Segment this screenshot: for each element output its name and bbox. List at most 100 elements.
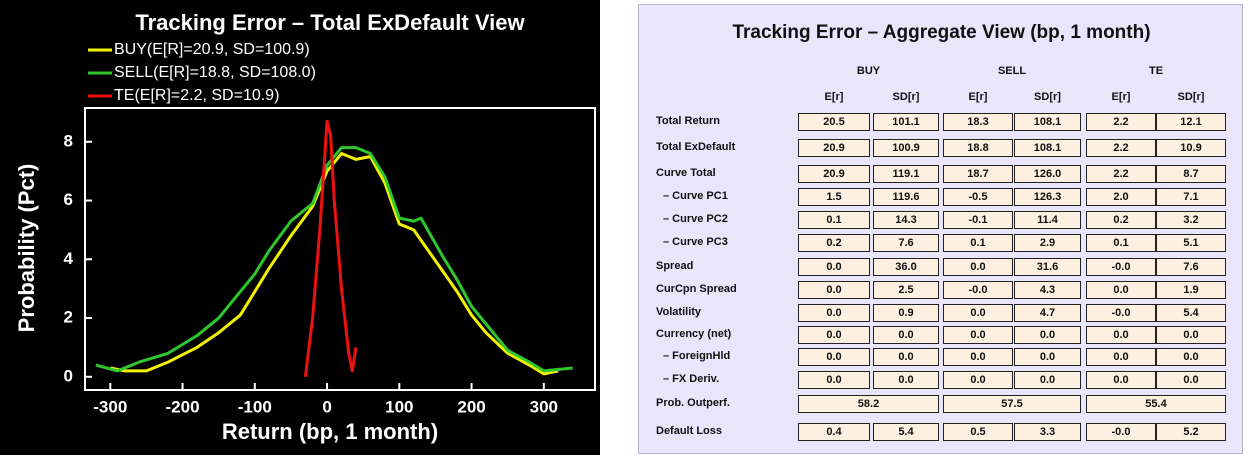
value-cell: 0.0 (798, 304, 870, 322)
value-cell: 7.6 (1156, 258, 1226, 276)
legend-label: BUY(E[R]=20.9, SD=100.9) (114, 41, 310, 58)
value-cell: -0.0 (1086, 258, 1156, 276)
value-cell: 0.0 (1014, 371, 1081, 389)
value-cell: 0.0 (1086, 348, 1156, 366)
column-header: E[r] (968, 91, 988, 103)
x-tick-label: 300 (530, 397, 558, 416)
group-header: TE (1148, 65, 1164, 77)
x-tick-label: 0 (322, 397, 331, 416)
value-cell: 0.0 (798, 348, 870, 366)
value-cell: 0.2 (1086, 211, 1156, 229)
x-tick-label: 100 (385, 397, 413, 416)
row-label: Currency (net) (656, 328, 732, 340)
aggregate-panel: Tracking Error – Aggregate View (bp, 1 m… (638, 4, 1243, 454)
value-cell: -0.0 (1086, 423, 1156, 441)
value-cell: 5.1 (1156, 234, 1226, 252)
value-cell: 2.2 (1086, 113, 1156, 131)
value-cell: 0.0 (873, 371, 939, 389)
row-label: Spread (656, 260, 694, 272)
value-cell: 18.8 (943, 139, 1013, 157)
row-label: – ForeignHld (663, 350, 731, 362)
value-cell: 119.1 (873, 165, 939, 183)
row-label: Curve Total (656, 167, 716, 179)
value-cell: 0.0 (943, 371, 1013, 389)
value-cell: 0.0 (1086, 326, 1156, 344)
value-cell: -0.1 (943, 211, 1013, 229)
group-header: SELL (997, 65, 1027, 77)
series-line (95, 146, 573, 373)
value-cell: 2.5 (873, 281, 939, 299)
chart: Tracking Error – Total ExDefault View Re… (0, 0, 600, 455)
group-header: BUY (856, 65, 881, 77)
column-header: E[r] (1111, 91, 1131, 103)
column-header: SD[r] (892, 91, 920, 103)
chart-background (0, 0, 600, 455)
column-header: SD[r] (1177, 91, 1205, 103)
y-tick-label: 6 (64, 190, 73, 209)
value-cell: 0.0 (1014, 326, 1081, 344)
value-cell: 0.0 (943, 304, 1013, 322)
value-cell: 0.0 (943, 326, 1013, 344)
y-tick-label: 2 (64, 308, 73, 327)
value-cell: 2.9 (1014, 234, 1081, 252)
legend-label: TE(E[R]=2.2, SD=10.9) (114, 87, 279, 104)
value-cell: 3.2 (1156, 211, 1226, 229)
value-cell: 126.3 (1014, 188, 1081, 206)
value-cell: 55.4 (1086, 395, 1226, 413)
row-label: – Curve PC3 (663, 236, 728, 248)
value-cell: 0.0 (943, 258, 1013, 276)
value-cell: 119.6 (873, 188, 939, 206)
value-cell: 5.2 (1156, 423, 1226, 441)
value-cell: 0.0 (1014, 348, 1081, 366)
value-cell: 31.6 (1014, 258, 1081, 276)
row-label: Volatility (656, 306, 702, 318)
row-label: Total ExDefault (656, 141, 736, 153)
value-cell: -0.0 (943, 281, 1013, 299)
value-cell: 0.1 (798, 211, 870, 229)
value-cell: 7.1 (1156, 188, 1226, 206)
value-cell: 12.1 (1156, 113, 1226, 131)
row-label: Total Return (656, 115, 720, 127)
value-cell: 3.3 (1014, 423, 1081, 441)
value-cell: 58.2 (798, 395, 939, 413)
value-cell: 18.7 (943, 165, 1013, 183)
value-cell: 0.1 (943, 234, 1013, 252)
value-cell: 0.0 (798, 326, 870, 344)
value-cell: 0.0 (798, 258, 870, 276)
value-cell: 126.0 (1014, 165, 1081, 183)
value-cell: 0.0 (798, 371, 870, 389)
value-cell: 0.1 (1086, 234, 1156, 252)
value-cell: 5.4 (873, 423, 939, 441)
value-cell: 0.0 (873, 326, 939, 344)
value-cell: 11.4 (1014, 211, 1081, 229)
value-cell: 14.3 (873, 211, 939, 229)
value-cell: -0.0 (1086, 304, 1156, 322)
value-cell: 20.9 (798, 139, 870, 157)
value-cell: 10.9 (1156, 139, 1226, 157)
y-tick-label: 8 (64, 131, 73, 150)
value-cell: 0.0 (1086, 281, 1156, 299)
column-header: E[r] (824, 91, 844, 103)
value-cell: 20.9 (798, 165, 870, 183)
value-cell: 1.5 (798, 188, 870, 206)
value-cell: 18.3 (943, 113, 1013, 131)
value-cell: 0.5 (943, 423, 1013, 441)
value-cell: 2.2 (1086, 165, 1156, 183)
value-cell: 0.0 (1156, 371, 1226, 389)
row-label: – FX Deriv. (663, 373, 720, 385)
row-label: Prob. Outperf. (656, 397, 730, 409)
value-cell: 36.0 (873, 258, 939, 276)
y-tick-label: 4 (64, 249, 74, 268)
value-cell: -0.5 (943, 188, 1013, 206)
x-axis-label: Return (bp, 1 month) (222, 419, 438, 444)
x-tick-label: -100 (238, 397, 272, 416)
row-label: – Curve PC2 (663, 213, 728, 225)
value-cell: 1.9 (1156, 281, 1226, 299)
value-cell: 2.2 (1086, 139, 1156, 157)
series-line (303, 119, 358, 377)
column-header: SD[r] (1034, 91, 1061, 103)
value-cell: 7.6 (873, 234, 939, 252)
x-tick-label: 200 (457, 397, 485, 416)
value-cell: 57.5 (943, 395, 1081, 413)
